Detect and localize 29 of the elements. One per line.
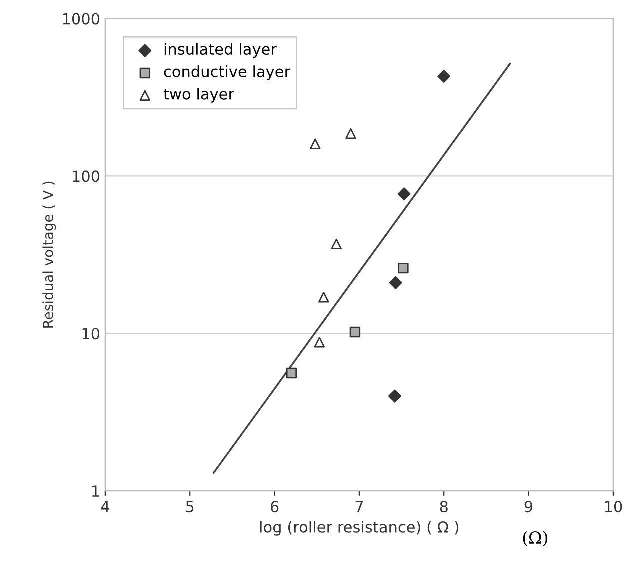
- point: [398, 188, 411, 201]
- x-tick-label: 8: [440, 501, 448, 513]
- point: [438, 70, 451, 83]
- point: [388, 390, 402, 403]
- legend-label: two layer: [164, 88, 235, 103]
- x-tick-label: 6: [270, 501, 279, 513]
- point: [389, 276, 402, 290]
- legend-label: insulated layer: [164, 43, 277, 58]
- point: [350, 326, 361, 338]
- legend-label: conductive layer: [164, 66, 291, 80]
- y-tick-label: 100: [73, 170, 100, 182]
- y-tick-label: 10: [82, 328, 100, 340]
- point: [346, 128, 356, 140]
- point: [318, 292, 330, 303]
- point: [314, 337, 325, 348]
- point: [331, 238, 342, 250]
- text: (Ω): [523, 531, 548, 546]
- x-axis-title: log (roller resistance) ( Ω ): [260, 521, 459, 536]
- y-tick-label: 1: [92, 486, 100, 497]
- x-tick-label: 4: [101, 501, 110, 512]
- point: [398, 262, 409, 274]
- x-tick-label: 9: [524, 501, 533, 513]
- y-axis-title: Residual voltage ( V ): [42, 182, 56, 328]
- point: [286, 368, 298, 379]
- y-tick-label: 1000: [63, 13, 100, 25]
- x-tick-label: 7: [356, 501, 363, 512]
- x-tick-label: 5: [186, 501, 194, 513]
- x-tick-label: 10: [605, 501, 622, 513]
- point: [310, 138, 321, 150]
